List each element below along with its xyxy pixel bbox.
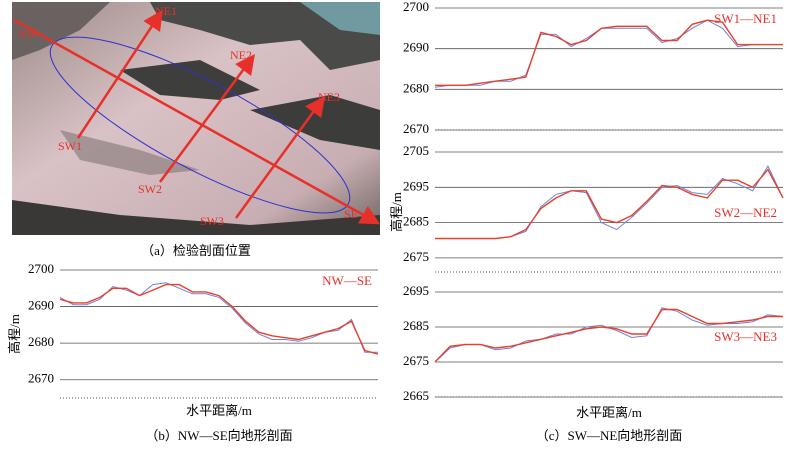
image-label: NE2 — [230, 48, 252, 62]
y-tick-label: 2685 — [403, 318, 429, 333]
image-label: NE3 — [318, 90, 340, 104]
y-tick-label: 2700 — [403, 0, 429, 14]
image-label: SW2 — [138, 182, 162, 196]
chart-label: SW3—NE3 — [714, 329, 777, 344]
series-line — [59, 283, 379, 355]
y-axis-label: 高程/m — [7, 314, 22, 354]
image-label: SE — [344, 207, 358, 221]
caption: （a）检验剖面位置 — [141, 243, 251, 258]
chart-label: SW1—NE1 — [714, 11, 777, 26]
chart-label: SW2—NE2 — [714, 205, 777, 220]
chart-label: NW—SE — [322, 273, 372, 288]
series-line — [435, 165, 784, 239]
y-tick-label: 2705 — [403, 143, 429, 158]
series-line — [434, 308, 783, 363]
y-tick-label: 2690 — [403, 40, 429, 55]
caption: （c）SW—NE向地形剖面 — [536, 428, 683, 443]
y-tick-label: 2675 — [403, 249, 429, 264]
x-axis-label: 水平距离/m — [186, 403, 252, 418]
y-tick-label: 2695 — [403, 178, 429, 193]
series-line — [435, 168, 784, 240]
image-label: NW — [18, 27, 39, 41]
y-tick-label: 2680 — [403, 80, 429, 95]
series-line — [59, 282, 378, 353]
y-tick-label: 2690 — [28, 298, 54, 313]
y-tick-label: 2700 — [28, 261, 54, 276]
y-tick-label: 2675 — [403, 353, 429, 368]
satellite-image: NW NE1 NE2 NE3 SW1 SW2 SW3 SE — [12, 2, 381, 235]
x-axis-label: 水平距离/m — [576, 405, 642, 420]
image-label: SW1 — [58, 139, 82, 153]
caption: （b）NW—SE向地形剖面 — [145, 428, 292, 443]
image-label: NE1 — [155, 4, 177, 18]
y-tick-label: 2680 — [28, 334, 54, 349]
y-axis-label: 高程/m — [389, 192, 404, 232]
y-tick-label: 2670 — [28, 371, 54, 386]
series-line — [434, 19, 783, 88]
series-line — [435, 19, 783, 86]
y-tick-label: 2670 — [403, 121, 429, 136]
y-tick-label: 2695 — [403, 283, 429, 298]
image-label: SW3 — [200, 214, 224, 228]
y-tick-label: 2685 — [403, 214, 429, 229]
y-tick-label: 2665 — [403, 388, 429, 403]
